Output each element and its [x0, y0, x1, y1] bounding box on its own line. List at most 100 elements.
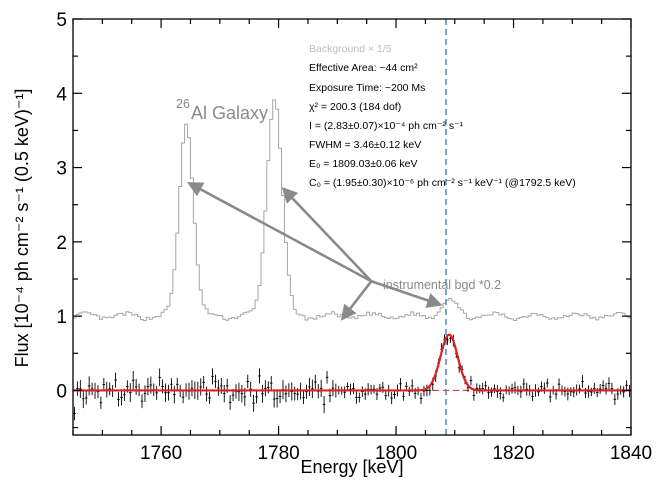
data-point — [581, 375, 584, 388]
data-point — [519, 385, 523, 398]
fwhm-label: FWHM = 3.46±0.12 keV — [309, 139, 421, 151]
data-point — [531, 391, 534, 402]
data-point — [246, 374, 250, 389]
data-point — [173, 385, 176, 404]
plot-area — [73, 19, 631, 435]
continuum-label: C₀ = (1.95±0.30)×10⁻⁶ ph cm⁻² s⁻¹ keV⁻¹ … — [309, 177, 576, 189]
y-tick-label: 2 — [56, 233, 67, 254]
data-point — [258, 368, 261, 384]
data-point — [358, 392, 361, 403]
data-point — [610, 382, 614, 395]
data-point — [484, 381, 487, 391]
data-point — [249, 381, 252, 397]
data-point — [278, 389, 282, 404]
data-point — [469, 375, 473, 386]
data-point — [481, 382, 484, 395]
data-point — [522, 378, 526, 390]
data-point — [99, 396, 103, 409]
data-point — [108, 382, 112, 396]
data-point — [211, 368, 214, 385]
plot-frame — [72, 18, 632, 436]
data-point — [305, 384, 308, 399]
y-tick-label: 0 — [56, 381, 67, 402]
data-point — [237, 382, 241, 401]
y-tick-label: 4 — [56, 84, 67, 105]
data-point — [81, 389, 85, 409]
data-point — [155, 385, 158, 400]
data-point — [175, 377, 179, 391]
data-point — [360, 386, 364, 397]
data-point — [117, 392, 120, 407]
data-point — [302, 391, 305, 405]
data-point — [167, 384, 170, 401]
data-point — [355, 390, 358, 404]
data-point — [499, 387, 502, 400]
data-point — [205, 386, 208, 402]
al-galaxy-text: Al Galaxy — [191, 103, 268, 123]
data-point — [290, 382, 294, 401]
data-point — [572, 386, 576, 398]
exposure-label: Exposure Time: ~200 Ms — [309, 82, 425, 94]
annotation-arrow — [370, 279, 443, 308]
data-point — [402, 391, 405, 401]
data-point — [228, 395, 232, 410]
data-point — [275, 389, 279, 408]
data-point — [217, 380, 220, 396]
data-point — [170, 378, 173, 391]
data-point — [590, 387, 593, 397]
data-point — [220, 377, 223, 394]
data-point — [384, 391, 388, 400]
y-axis-title: Flux [10⁻⁴ ph cm⁻² s⁻¹ (0.5 keV)⁻¹] — [12, 89, 32, 368]
data-point — [267, 381, 270, 394]
data-point — [202, 376, 205, 389]
data-point — [569, 387, 573, 397]
data-point — [425, 384, 429, 397]
data-point — [475, 383, 479, 394]
data-point — [208, 391, 211, 404]
annotation-arrow — [281, 187, 373, 283]
data-point — [308, 377, 311, 396]
annotation-arrow — [340, 280, 373, 321]
data-point — [472, 390, 476, 401]
data-point — [240, 384, 244, 403]
data-point — [325, 371, 329, 384]
data-point — [269, 376, 273, 391]
instrumental-bgd-label: instrumental bgd *0.2 — [383, 278, 501, 292]
data-point — [478, 384, 482, 394]
data-point — [79, 379, 82, 398]
data-point — [557, 378, 561, 390]
data-point — [120, 389, 123, 406]
data-point — [487, 386, 490, 399]
data-point — [525, 382, 529, 396]
x-tick-label: 1800 — [375, 443, 417, 464]
al-galaxy-superscript: 26 — [176, 97, 190, 111]
data-point — [76, 381, 79, 396]
data-point — [311, 379, 314, 399]
data-point — [513, 381, 517, 394]
data-point — [346, 382, 349, 391]
data-point — [607, 377, 611, 390]
data-point — [537, 387, 540, 397]
data-point — [604, 382, 608, 395]
data-point — [493, 384, 496, 394]
background-scale-label: Background × 1/5 — [309, 43, 392, 55]
background-histogram — [73, 99, 631, 322]
data-point — [114, 372, 117, 388]
data-point — [190, 380, 194, 397]
al-galaxy-label: 26 Al Galaxy — [176, 97, 268, 123]
data-point — [592, 382, 596, 394]
data-point — [96, 385, 100, 399]
data-point — [366, 383, 370, 396]
annotation-arrow — [187, 182, 372, 283]
data-point — [284, 385, 288, 403]
data-point — [199, 378, 203, 396]
data-point — [546, 378, 549, 388]
data-point — [143, 385, 147, 402]
data-point — [264, 380, 267, 397]
x-tick-label: 1780 — [257, 443, 299, 464]
data-point — [140, 394, 144, 409]
effective-area-label: Effective Area: ~44 cm² — [309, 62, 418, 74]
data-point — [128, 383, 132, 403]
y-tick-label: 1 — [56, 307, 67, 328]
x-tick-label: 1760 — [140, 443, 182, 464]
